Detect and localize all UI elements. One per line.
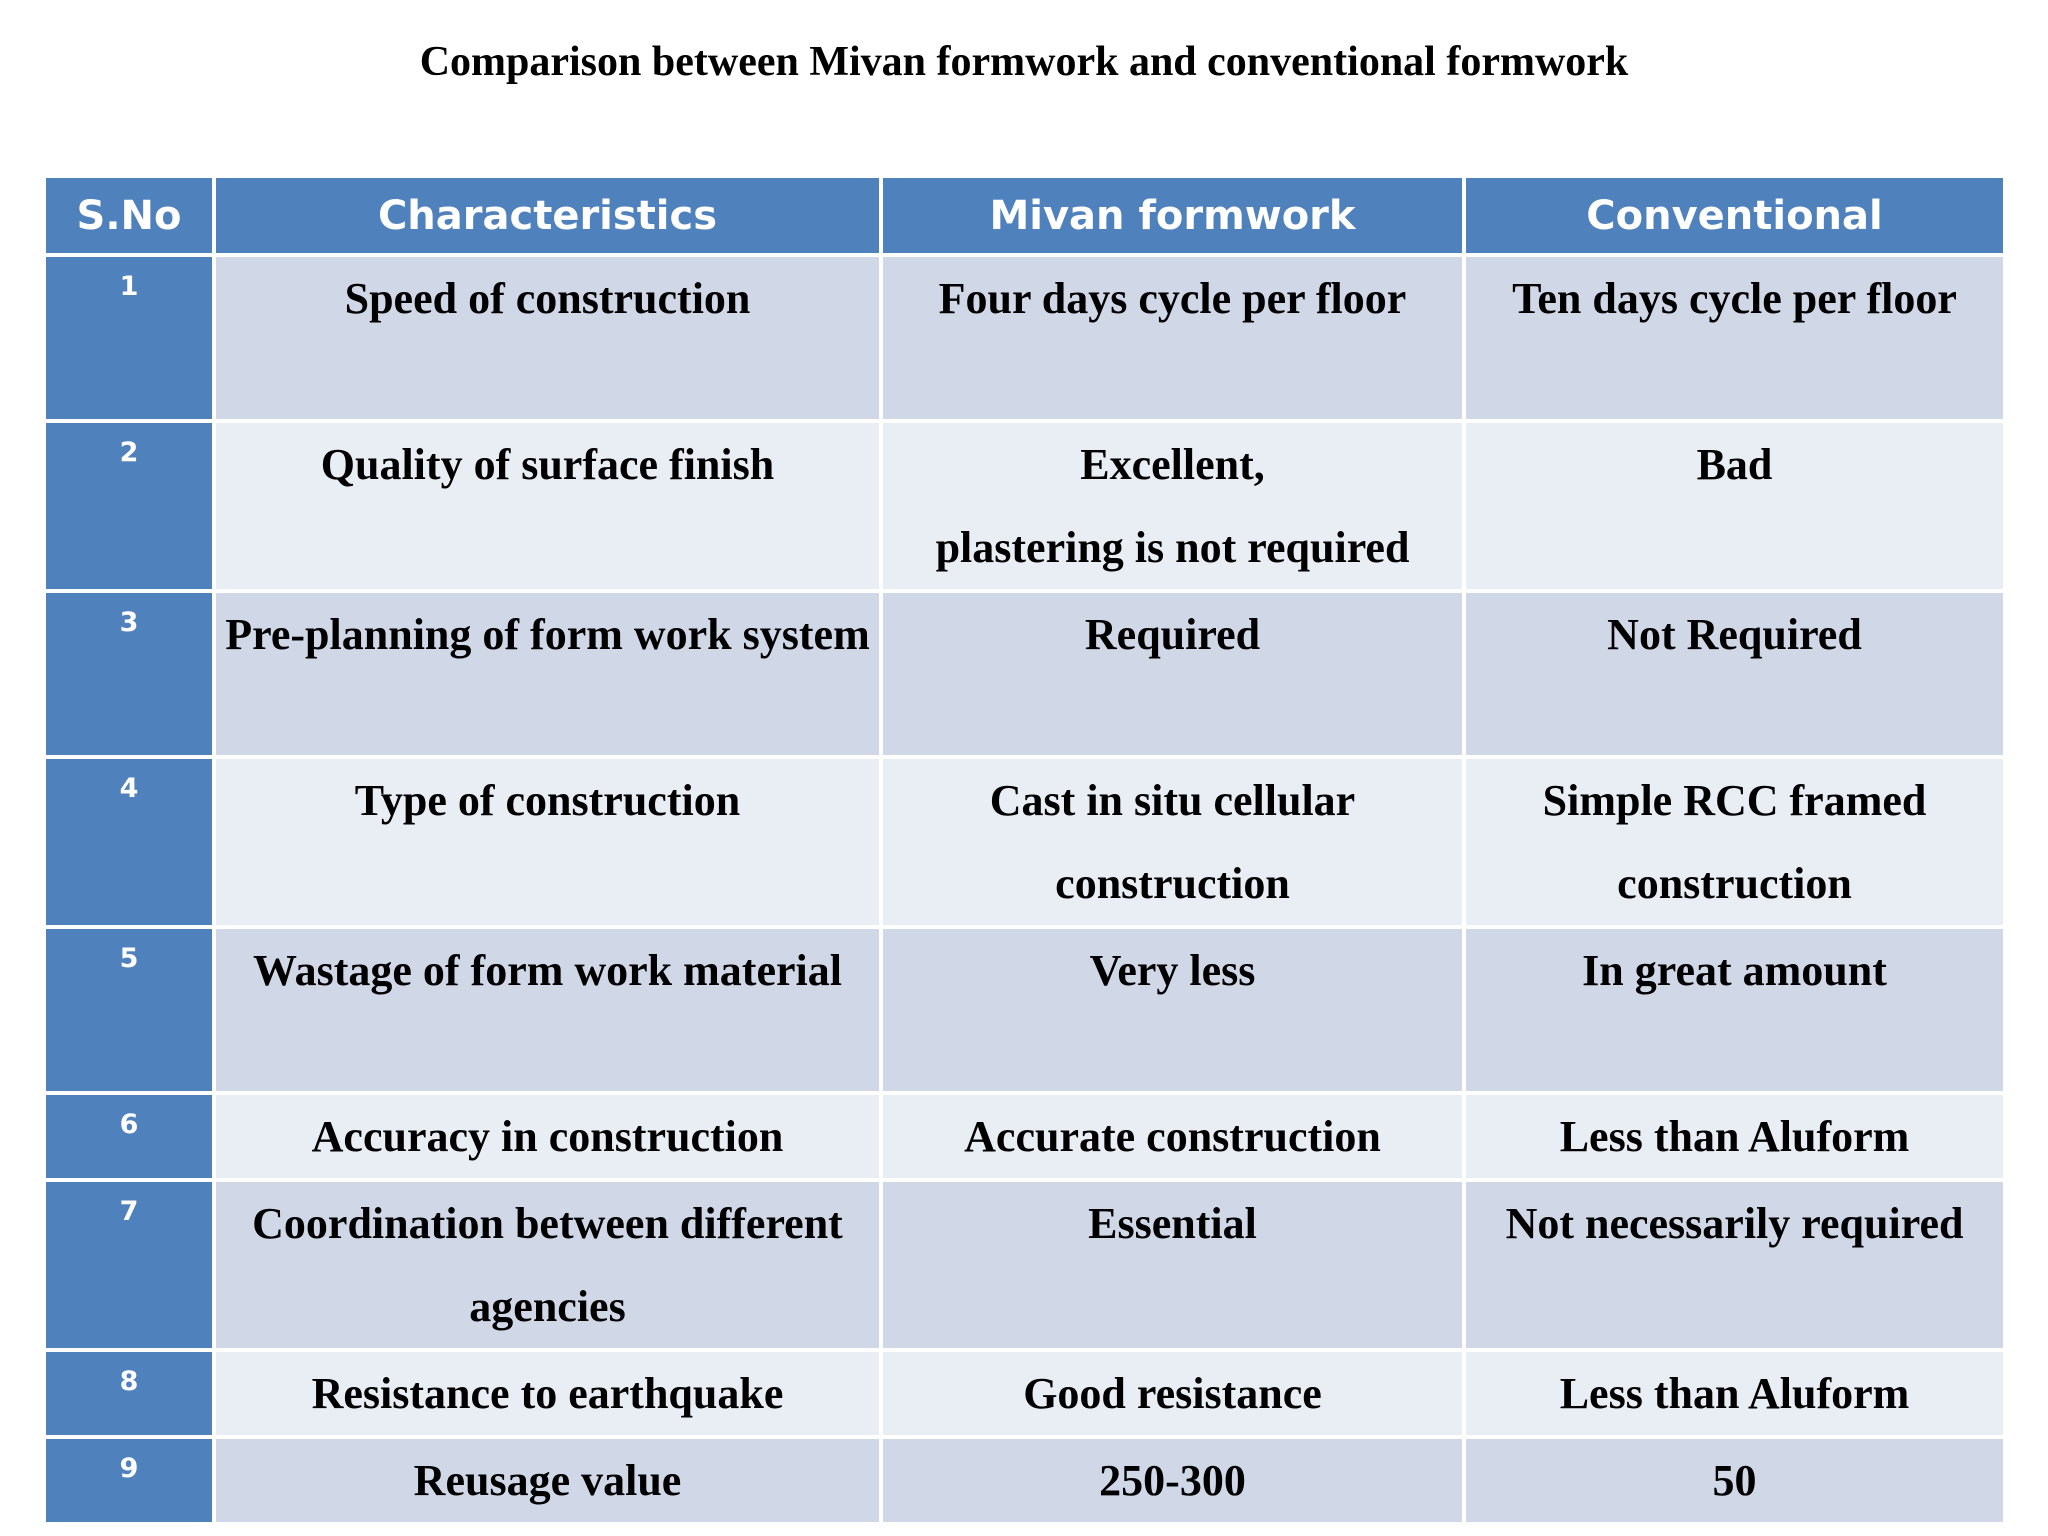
- table-row: 3 Pre-planning of form work system Require…: [42, 589, 2007, 759]
- table-cell: Required: [879, 589, 1466, 759]
- table-cell: Not Required: [1462, 589, 2007, 759]
- table-cell: Less than Aluform: [1462, 1348, 2007, 1439]
- page-title: Comparison between Mivan formwork and co…: [419, 39, 1629, 85]
- table-cell: Quality of surface finish: [212, 419, 883, 593]
- table-row: 4 Type of construction Cast in situ cellul…: [42, 755, 2007, 929]
- table-cell: 250-300: [879, 1435, 1466, 1526]
- column-header: Mivan formwork: [879, 174, 1466, 257]
- table-row: 6 Accuracy in construction Accurate constr…: [42, 1091, 2007, 1182]
- table-cell: 50: [1462, 1435, 2007, 1526]
- row-number: 7: [42, 1178, 216, 1352]
- row-number: 4: [42, 755, 216, 929]
- column-header: S.No: [42, 174, 216, 257]
- column-header: Characteristics: [212, 174, 883, 257]
- table-cell: Coordination between different agencies: [212, 1178, 883, 1352]
- table-row: 7 Coordination between different agencies…: [42, 1178, 2007, 1352]
- table-body: 1 Speed of construction Four days cycle pe…: [42, 253, 2007, 1526]
- table-cell: In great amount: [1462, 925, 2007, 1095]
- row-number: 9: [42, 1435, 216, 1526]
- column-header: Conventional: [1462, 174, 2007, 257]
- table-row: 9 Reusage value 250-300 50: [42, 1435, 2007, 1526]
- row-number: 3: [42, 589, 216, 759]
- table-cell: Reusage value: [212, 1435, 883, 1526]
- header-row: S.No Characteristics Mivan formwork Convent…: [42, 174, 2007, 257]
- table-cell: Essential: [879, 1178, 1466, 1352]
- table-cell: Speed of construction: [212, 253, 883, 423]
- table-cell: Pre-planning of form work system: [212, 589, 883, 759]
- table-cell: Four days cycle per floor: [879, 253, 1466, 423]
- table-cell: Very less: [879, 925, 1466, 1095]
- table-cell: Simple RCC framed construction: [1462, 755, 2007, 929]
- table-cell: Not necessarily required: [1462, 1178, 2007, 1352]
- table-cell: Accurate construction: [879, 1091, 1466, 1182]
- table-cell: Less than Aluform: [1462, 1091, 2007, 1182]
- table-row: 5 Wastage of form work material Very less I…: [42, 925, 2007, 1095]
- table-cell: Cast in situ cellular construction: [879, 755, 1466, 929]
- row-number: 2: [42, 419, 216, 593]
- row-number: 5: [42, 925, 216, 1095]
- table-cell: Bad: [1462, 419, 2007, 593]
- row-number: 1: [42, 253, 216, 423]
- table-cell: Ten days cycle per floor: [1462, 253, 2007, 423]
- table-cell: Accuracy in construction: [212, 1091, 883, 1182]
- table-cell: Good resistance: [879, 1348, 1466, 1439]
- table-cell: Resistance to earthquake: [212, 1348, 883, 1439]
- comparison-table: S.No Characteristics Mivan formwork Convent…: [42, 174, 2007, 1526]
- row-number: 8: [42, 1348, 216, 1439]
- table-cell: Wastage of form work material: [212, 925, 883, 1095]
- row-number: 6: [42, 1091, 216, 1182]
- table-row: 8 Resistance to earthquake Good resistance…: [42, 1348, 2007, 1439]
- table-cell: Excellent, plastering is not required: [879, 419, 1466, 593]
- table-cell: Type of construction: [212, 755, 883, 929]
- table-row: 2 Quality of surface finish Excellent, pla…: [42, 419, 2007, 593]
- table-row: 1 Speed of construction Four days cycle pe…: [42, 253, 2007, 423]
